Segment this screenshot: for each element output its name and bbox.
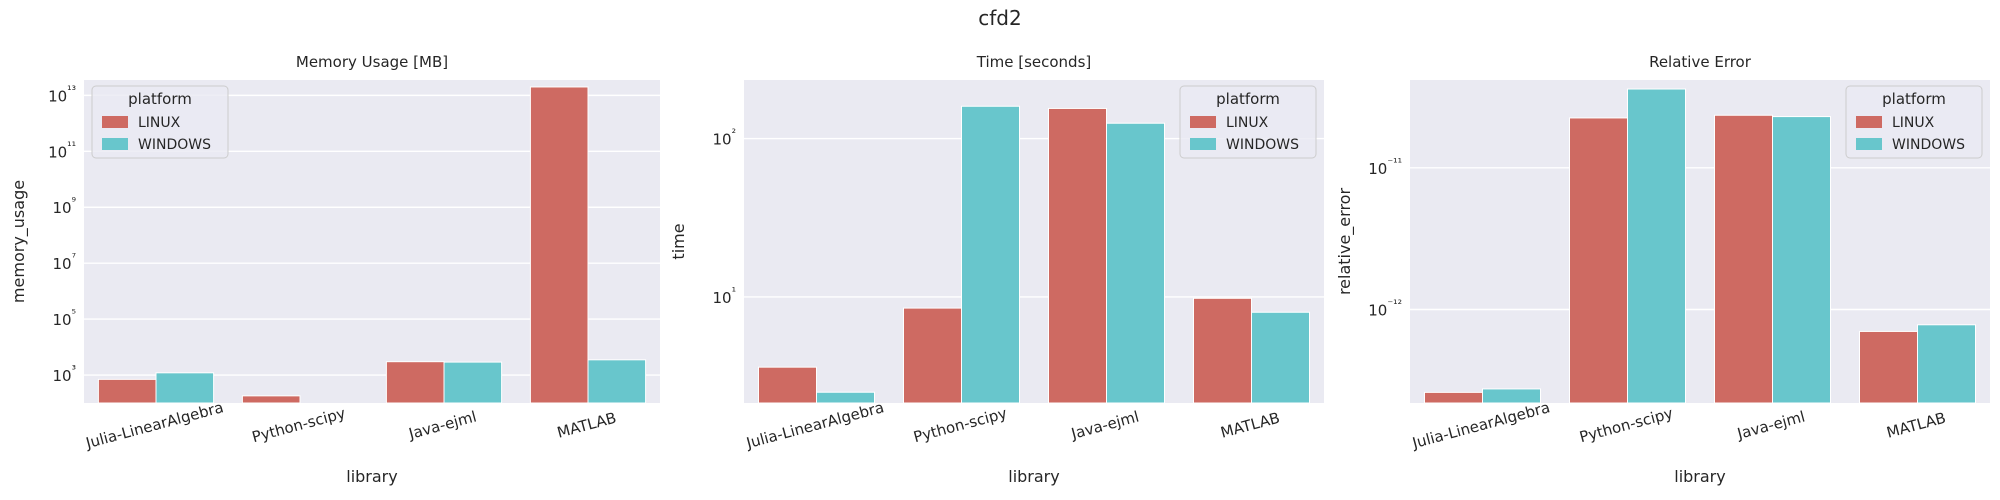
legend-swatch-windows [102, 138, 128, 150]
x-tick-label: MATLAB [555, 409, 618, 442]
bar-windows [1772, 116, 1831, 404]
bar-linux [758, 366, 817, 404]
legend-label-linux: LINUX [138, 115, 181, 131]
bar-linux [385, 361, 445, 404]
x-tick-label: Java-ejml [1068, 408, 1141, 444]
y-tick-label: 10¹ [712, 285, 736, 307]
bar-linux [241, 395, 301, 404]
legend-label-windows: WINDOWS [138, 137, 211, 153]
x-tick-label: Java-ejml [406, 408, 479, 444]
x-tick-label: Java-ejml [1734, 408, 1807, 444]
legend-swatch-linux [102, 116, 128, 128]
y-tick-label: 10⁵ [52, 307, 76, 329]
x-tick-label: MATLAB [1219, 409, 1282, 442]
legend-swatch-windows [1856, 138, 1882, 150]
legend-label-linux: LINUX [1892, 115, 1935, 131]
y-tick-label: 10⁷ [52, 251, 76, 273]
bar-windows [1482, 388, 1541, 404]
x-axis-label: library [1674, 467, 1725, 486]
legend: platform LINUX WINDOWS [1179, 85, 1317, 159]
legend-swatch-linux [1856, 116, 1882, 128]
figure-title: cfd2 [978, 6, 1022, 30]
y-tick-label: 10¹³ [48, 83, 76, 105]
y-axis-label: relative_error [1335, 188, 1355, 296]
x-tick-label: Julia-LinearAlgebra [83, 398, 225, 452]
y-tick-label: 10⁻¹¹ [1368, 156, 1402, 178]
bar-windows [1251, 311, 1310, 404]
bar-linux [1048, 107, 1107, 404]
legend: platform LINUX WINDOWS [1845, 85, 1983, 159]
time-chart: 10¹ 10² Julia-LinearAlgebra Python-scipy Jav… [669, 53, 1324, 486]
y-tick-label: 10² [712, 127, 736, 149]
legend-title: platform [1216, 90, 1280, 108]
chart-title: Time [seconds] [976, 53, 1092, 71]
x-axis-label: library [1008, 467, 1059, 486]
x-axis-label: library [346, 467, 397, 486]
bar-linux [903, 307, 962, 404]
bar-linux [1859, 330, 1918, 404]
y-tick-label: 10⁹ [52, 195, 76, 217]
y-tick-label: 10¹¹ [48, 139, 76, 161]
x-tick-label: Python-scipy [911, 404, 1009, 446]
bar-windows [816, 391, 875, 404]
legend-title: platform [1882, 90, 1946, 108]
bar-windows [1627, 88, 1686, 404]
relative-error-chart: 10⁻¹¹ 10⁻¹² Julia-LinearAlgebra Python-scip… [1335, 53, 1990, 486]
x-tick-label: Julia-LinearAlgebra [1410, 398, 1552, 452]
x-tick-label: Julia-LinearAlgebra [744, 398, 886, 452]
bar-windows [961, 105, 1020, 404]
bar-windows [155, 372, 215, 404]
y-axis-label: memory_usage [9, 180, 29, 303]
y-tick-label: 10⁻¹² [1368, 298, 1402, 320]
bar-linux [1193, 297, 1252, 404]
legend-label-linux: LINUX [1226, 115, 1269, 131]
bar-windows [1106, 122, 1165, 404]
legend: platform LINUX WINDOWS [91, 85, 229, 159]
bar-linux [1714, 114, 1773, 404]
legend-swatch-windows [1190, 138, 1216, 150]
x-tick-label: Python-scipy [250, 404, 348, 446]
chart-title: Relative Error [1649, 53, 1752, 71]
legend-title: platform [128, 90, 192, 108]
bar-linux [97, 378, 157, 404]
bar-linux [1424, 391, 1483, 404]
legend-label-windows: WINDOWS [1226, 137, 1299, 153]
bar-windows [587, 359, 647, 404]
x-tick-label: Python-scipy [1577, 404, 1675, 446]
legend-label-windows: WINDOWS [1892, 137, 1965, 153]
bar-linux [1569, 117, 1628, 404]
y-tick-label: 10³ [52, 363, 76, 385]
chart-title: Memory Usage [MB] [296, 53, 448, 71]
x-tick-label: MATLAB [1885, 409, 1948, 442]
bar-windows [1917, 324, 1976, 404]
legend-swatch-linux [1190, 116, 1216, 128]
bar-windows [443, 361, 503, 404]
y-axis-label: time [669, 223, 688, 259]
bar-linux [529, 86, 589, 404]
memory-usage-chart: 10³ 10⁵ 10⁷ 10⁹ 10¹¹ 10¹³ Julia-LinearAlgebra P… [9, 53, 660, 486]
